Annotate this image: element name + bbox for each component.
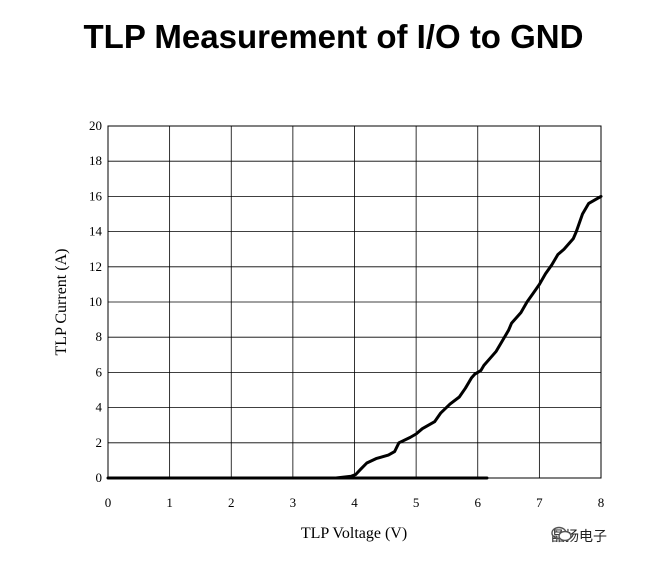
y-tick-label: 12 <box>89 259 102 274</box>
y-tick-label: 14 <box>89 224 103 239</box>
chart-title: TLP Measurement of I/O to GND <box>83 18 584 55</box>
x-tick-label: 4 <box>351 495 358 510</box>
y-tick-label: 20 <box>89 118 102 133</box>
x-tick-label: 2 <box>228 495 235 510</box>
x-axis-label: TLP Voltage (V) <box>301 525 407 542</box>
series-line-1 <box>334 194 603 480</box>
x-tick-label: 7 <box>536 495 543 510</box>
watermark: 晶扬电子 <box>551 526 607 546</box>
y-tick-label: 10 <box>89 294 102 309</box>
series-lines <box>106 194 603 480</box>
x-tick-label: 5 <box>413 495 420 510</box>
x-tick-label: 1 <box>166 495 173 510</box>
y-tick-label: 6 <box>96 364 103 379</box>
y-tick-label: 8 <box>96 329 103 344</box>
y-tick-label: 18 <box>89 153 102 168</box>
x-tick-label: 6 <box>475 495 482 510</box>
x-tick-label: 0 <box>105 495 112 510</box>
x-tick-label: 8 <box>598 495 605 510</box>
y-tick-label: 16 <box>89 188 103 203</box>
y-tick-label: 0 <box>96 470 103 485</box>
y-axis-label: TLP Current (A) <box>53 249 70 356</box>
x-tick-label: 3 <box>290 495 297 510</box>
y-tick-label: 2 <box>96 435 103 450</box>
wechat-icon <box>551 526 572 542</box>
y-tick-label: 4 <box>96 400 103 415</box>
